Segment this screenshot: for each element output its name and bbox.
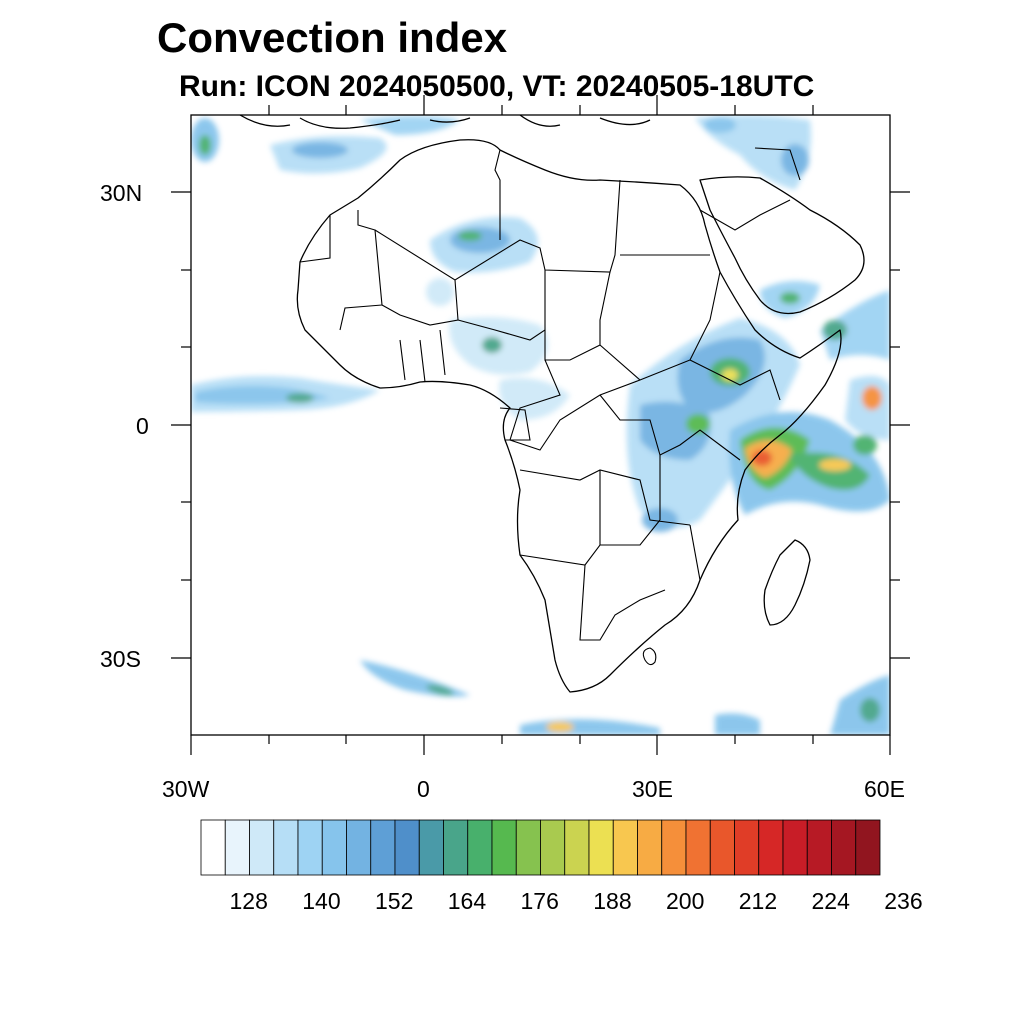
lon-label-30e: 30E bbox=[632, 776, 673, 802]
colorbar-swatch bbox=[588, 819, 614, 876]
convection-sahara bbox=[426, 216, 538, 306]
colorbar-tick-label: 152 bbox=[375, 888, 414, 914]
colorbar-swatch bbox=[734, 819, 760, 876]
convection-mediterranean bbox=[191, 116, 460, 174]
convection-southern-ocean bbox=[360, 660, 890, 735]
madagascar-coastline bbox=[763, 539, 811, 626]
colorbar-tick-label: 140 bbox=[302, 888, 341, 914]
colorbar-swatch bbox=[661, 819, 687, 876]
country-borders bbox=[299, 147, 801, 666]
colorbar-tick-label: 224 bbox=[811, 888, 850, 914]
colorbar bbox=[200, 819, 881, 876]
colorbar-swatch bbox=[758, 819, 784, 876]
colorbar-swatch bbox=[224, 819, 250, 876]
europe-coastline bbox=[299, 115, 651, 129]
colorbar-swatch bbox=[273, 819, 299, 876]
lat-label-30n: 30N bbox=[100, 180, 143, 206]
colorbar-swatch bbox=[806, 819, 832, 876]
colorbar-tick-label: 212 bbox=[738, 888, 778, 914]
convection-indian-ocean bbox=[729, 290, 890, 515]
colorbar-tick-label: 200 bbox=[666, 888, 705, 914]
lat-label-0: 0 bbox=[136, 413, 149, 439]
colorbar-swatch bbox=[491, 819, 517, 876]
colorbar-swatch bbox=[540, 819, 566, 876]
colorbar-swatch bbox=[709, 819, 735, 876]
map-subtitle: Run: ICON 2024050500, VT: 20240505-18UTC bbox=[179, 70, 815, 103]
colorbar-swatch bbox=[515, 819, 541, 876]
convection-arabia bbox=[695, 115, 820, 318]
colorbar-swatch bbox=[249, 819, 275, 876]
colorbar-swatch bbox=[394, 819, 420, 876]
colorbar-tick-label: 176 bbox=[520, 888, 559, 914]
colorbar-swatch bbox=[855, 819, 881, 876]
colorbar-swatch bbox=[418, 819, 444, 876]
colorbar-tick-label: 164 bbox=[447, 888, 487, 914]
colorbar-swatch bbox=[200, 819, 226, 876]
colorbar-swatch bbox=[637, 819, 663, 876]
colorbar-swatch bbox=[370, 819, 396, 876]
colorbar-swatch bbox=[564, 819, 590, 876]
convection-field bbox=[191, 115, 890, 735]
colorbar-swatch bbox=[443, 819, 469, 876]
lon-label-0: 0 bbox=[417, 776, 430, 802]
colorbar-swatch bbox=[612, 819, 638, 876]
colorbar-swatch bbox=[321, 819, 347, 876]
colorbar-swatch bbox=[685, 819, 711, 876]
iberia-coastline bbox=[239, 115, 291, 127]
colorbar-tick-label: 236 bbox=[884, 888, 923, 914]
lat-label-30s: 30S bbox=[100, 646, 141, 672]
colorbar-tick-label: 128 bbox=[229, 888, 268, 914]
coastlines bbox=[239, 115, 865, 693]
colorbar-swatch bbox=[467, 819, 493, 876]
colorbar-swatch bbox=[297, 819, 323, 876]
colorbar-swatch bbox=[831, 819, 857, 876]
colorbar-swatch bbox=[782, 819, 808, 876]
lon-label-30w: 30W bbox=[162, 776, 210, 802]
colorbar-tick-label: 188 bbox=[593, 888, 632, 914]
map-title: Convection index bbox=[157, 14, 508, 61]
lon-label-60e: 60E bbox=[864, 776, 905, 802]
axis-ticks bbox=[171, 95, 910, 755]
africa-coastline bbox=[296, 139, 842, 693]
arabia-coastline bbox=[699, 176, 865, 315]
colorbar-swatch bbox=[346, 819, 372, 876]
convection-sahel bbox=[449, 316, 570, 420]
convection-atlantic-band bbox=[191, 376, 380, 412]
